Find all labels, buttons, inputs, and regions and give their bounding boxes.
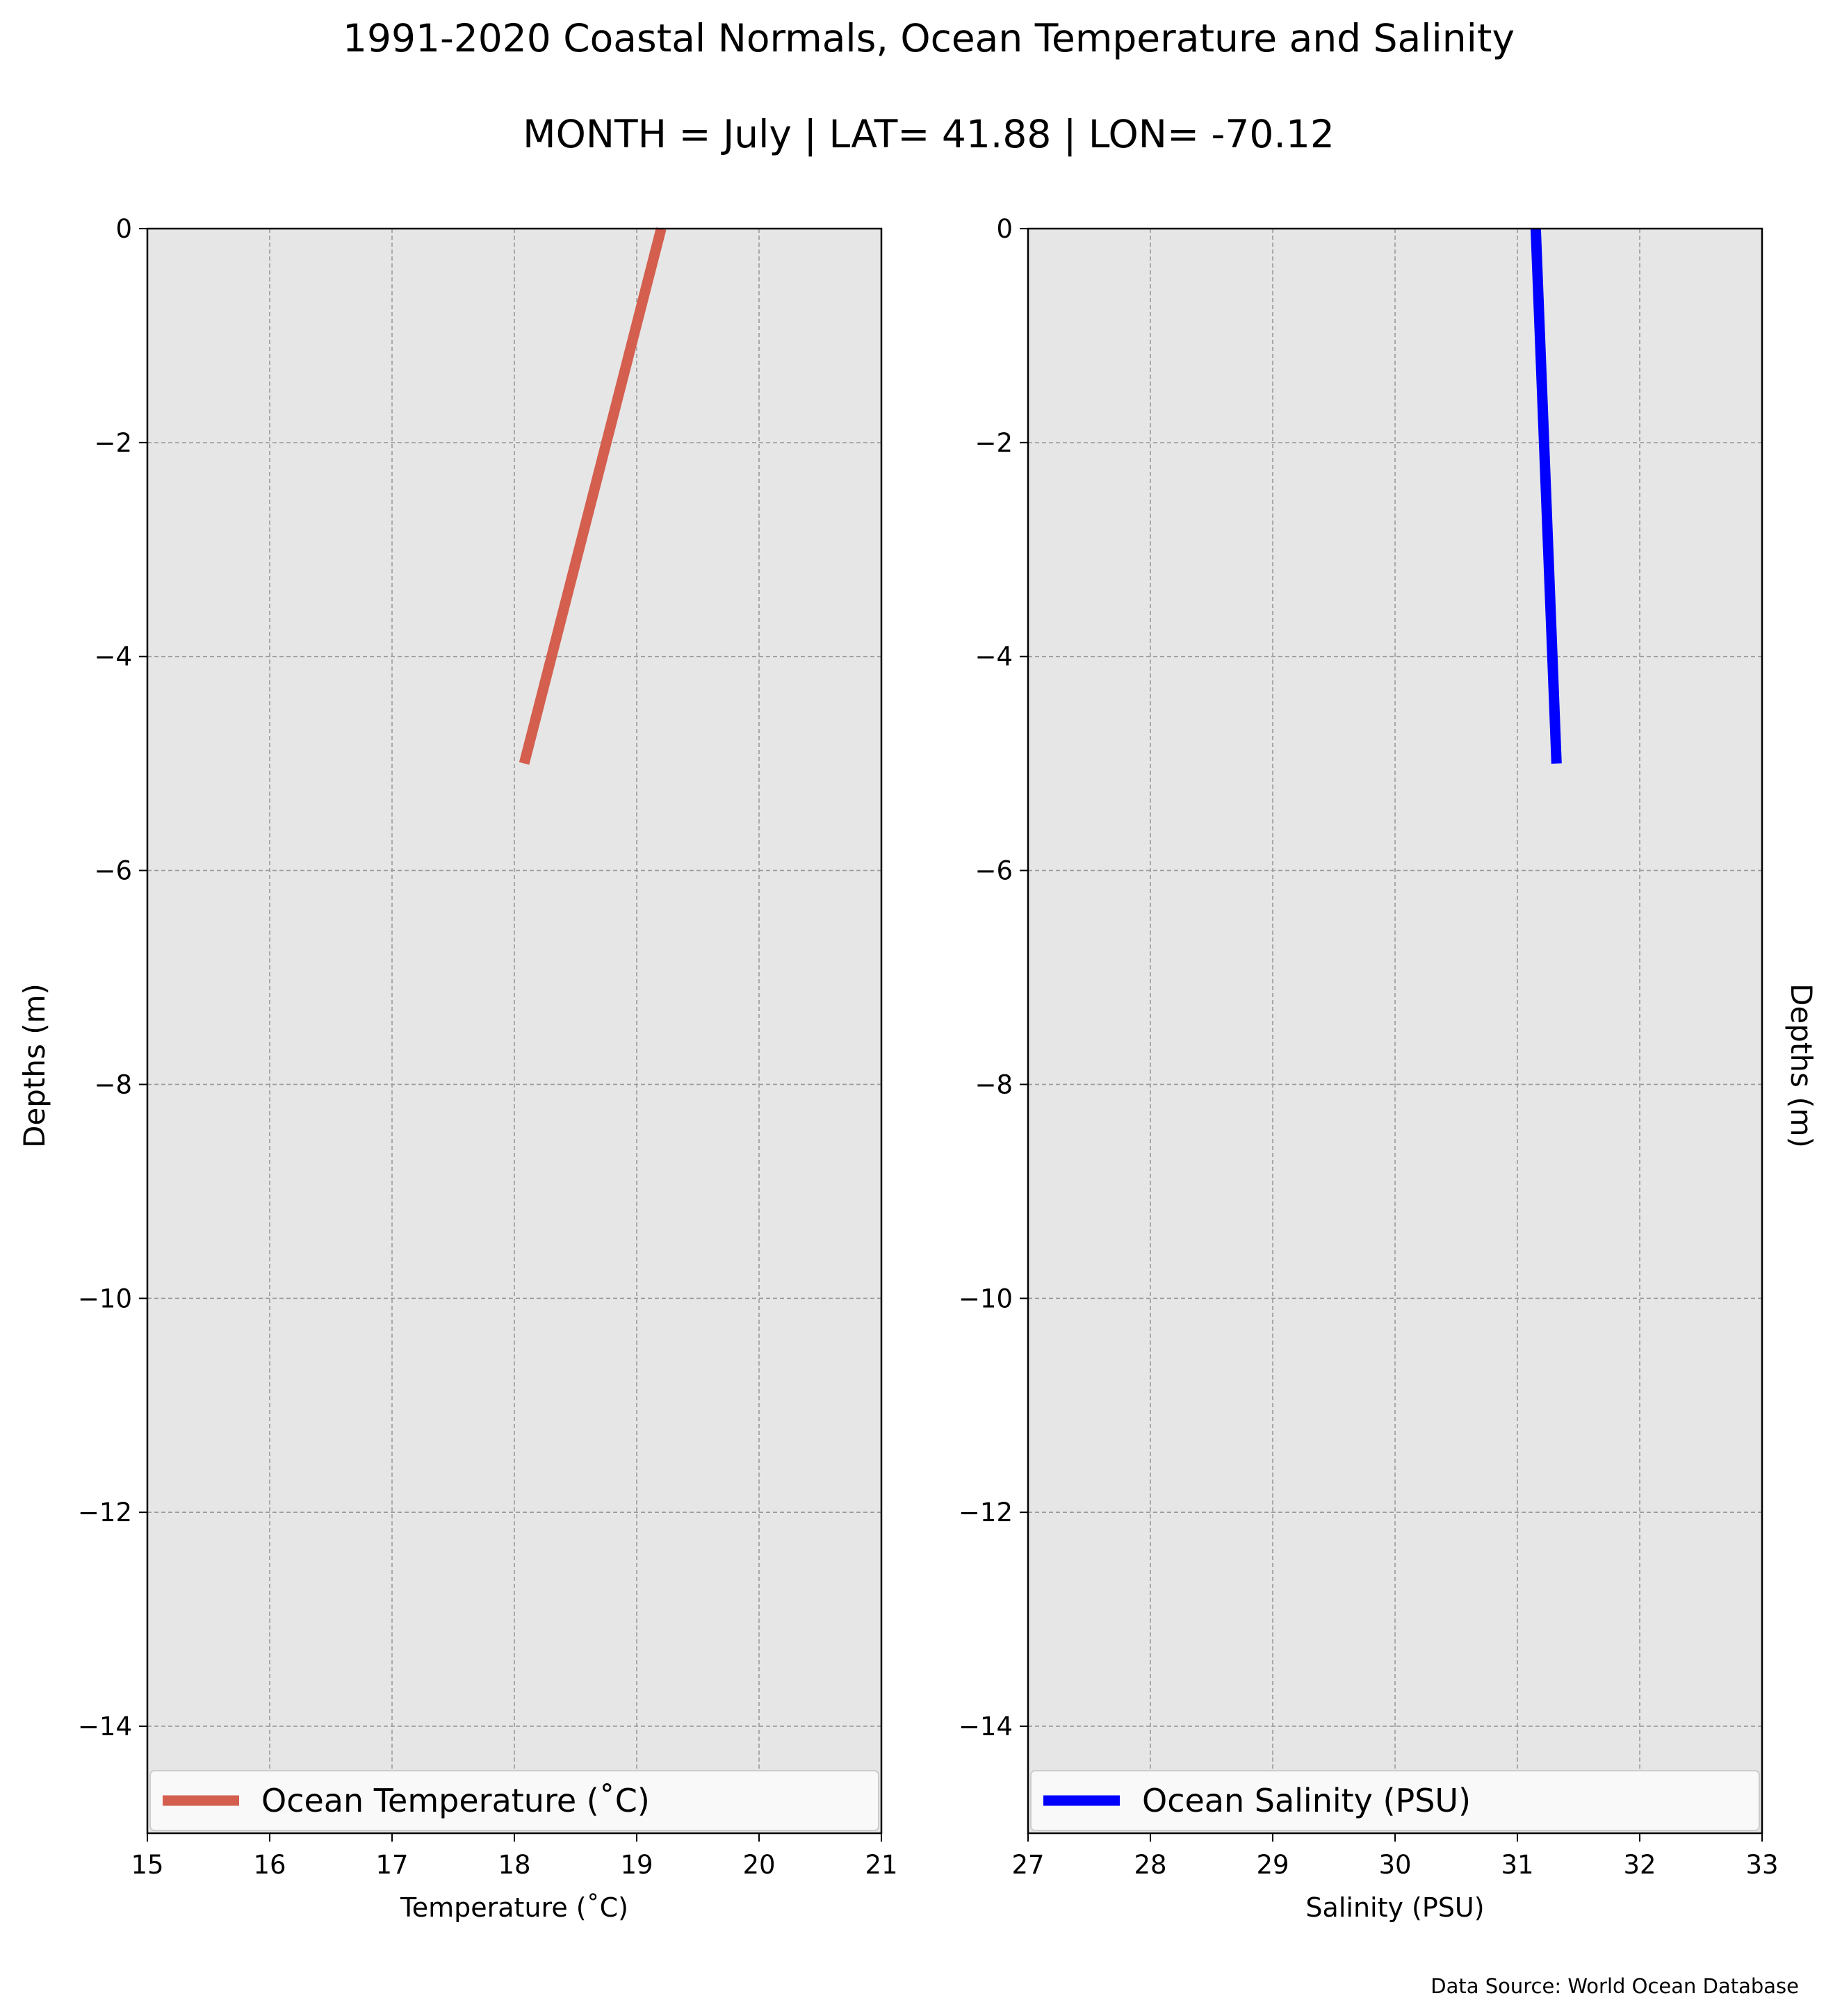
x-axis-label: Salinity (PSU) bbox=[1305, 1892, 1484, 1923]
y-tick-label: 0 bbox=[996, 214, 1013, 244]
y-tick-label: −4 bbox=[975, 642, 1013, 672]
y-tick-label: −14 bbox=[78, 1712, 132, 1742]
y-tick-label: −6 bbox=[94, 856, 132, 886]
legend-box bbox=[149, 1770, 879, 1831]
x-tick-label: 28 bbox=[1134, 1850, 1166, 1880]
legend-label: Ocean Temperature (˚C) bbox=[261, 1782, 650, 1819]
x-tick-label: 17 bbox=[375, 1850, 408, 1880]
x-tick-label: 27 bbox=[1011, 1850, 1044, 1880]
x-axis-label: Temperature (˚C) bbox=[400, 1892, 628, 1923]
figure-subtitle: MONTH = July | LAT= 41.88 | LON= -70.12 bbox=[523, 112, 1335, 157]
legend-box bbox=[1030, 1770, 1760, 1831]
series-line bbox=[1530, 228, 1562, 764]
series-line bbox=[519, 227, 667, 765]
chart-panel-1: 15 16 17 18 19 20 21 0 −2 −4 −6 −8 −10 −12 −14 Temperat… bbox=[17, 214, 898, 1923]
y-tick-label: −4 bbox=[94, 642, 132, 672]
y-axis-label: Depths (m) bbox=[1784, 983, 1818, 1148]
x-tick-label: 29 bbox=[1256, 1850, 1289, 1880]
x-tick-label: 30 bbox=[1378, 1850, 1411, 1880]
y-tick-label: −2 bbox=[94, 428, 132, 458]
x-tick-label: 21 bbox=[865, 1850, 897, 1880]
x-tick-label: 18 bbox=[498, 1850, 530, 1880]
y-tick-label: 0 bbox=[115, 214, 132, 244]
y-tick-label: −6 bbox=[975, 856, 1013, 886]
chart-panel-2: 27 28 29 30 31 32 33 0 −2 −4 −6 −8 −10 −12 −14 Salinity… bbox=[959, 214, 1818, 1923]
y-tick-label: −12 bbox=[959, 1498, 1013, 1527]
source-note: Data Source: World Ocean Database bbox=[1431, 1974, 1799, 1998]
y-axis-label: Depths (m) bbox=[17, 983, 51, 1148]
chart-panels: 15 16 17 18 19 20 21 0 −2 −4 −6 −8 −10 −12 −14 Temperat… bbox=[17, 214, 1818, 1923]
x-tick-label: 16 bbox=[253, 1850, 286, 1880]
x-tick-label: 32 bbox=[1623, 1850, 1656, 1880]
y-tick-label: −8 bbox=[975, 1070, 1013, 1099]
x-tick-label: 20 bbox=[742, 1850, 775, 1880]
y-tick-label: −14 bbox=[959, 1712, 1013, 1742]
x-tick-label: 15 bbox=[131, 1850, 163, 1880]
legend: Ocean Temperature (˚C) bbox=[149, 1770, 879, 1831]
y-tick-label: −10 bbox=[959, 1284, 1013, 1313]
figure-title: 1991-2020 Coastal Normals, Ocean Tempera… bbox=[343, 16, 1515, 60]
x-tick-label: 33 bbox=[1745, 1850, 1778, 1880]
x-tick-label: 19 bbox=[620, 1850, 653, 1880]
y-tick-label: −12 bbox=[78, 1498, 132, 1527]
legend: Ocean Salinity (PSU) bbox=[1030, 1770, 1760, 1831]
x-tick-label: 31 bbox=[1501, 1850, 1533, 1880]
y-tick-label: −8 bbox=[94, 1070, 132, 1099]
y-tick-label: −2 bbox=[975, 428, 1013, 458]
legend-label: Ocean Salinity (PSU) bbox=[1142, 1782, 1471, 1819]
y-tick-label: −10 bbox=[78, 1284, 132, 1313]
